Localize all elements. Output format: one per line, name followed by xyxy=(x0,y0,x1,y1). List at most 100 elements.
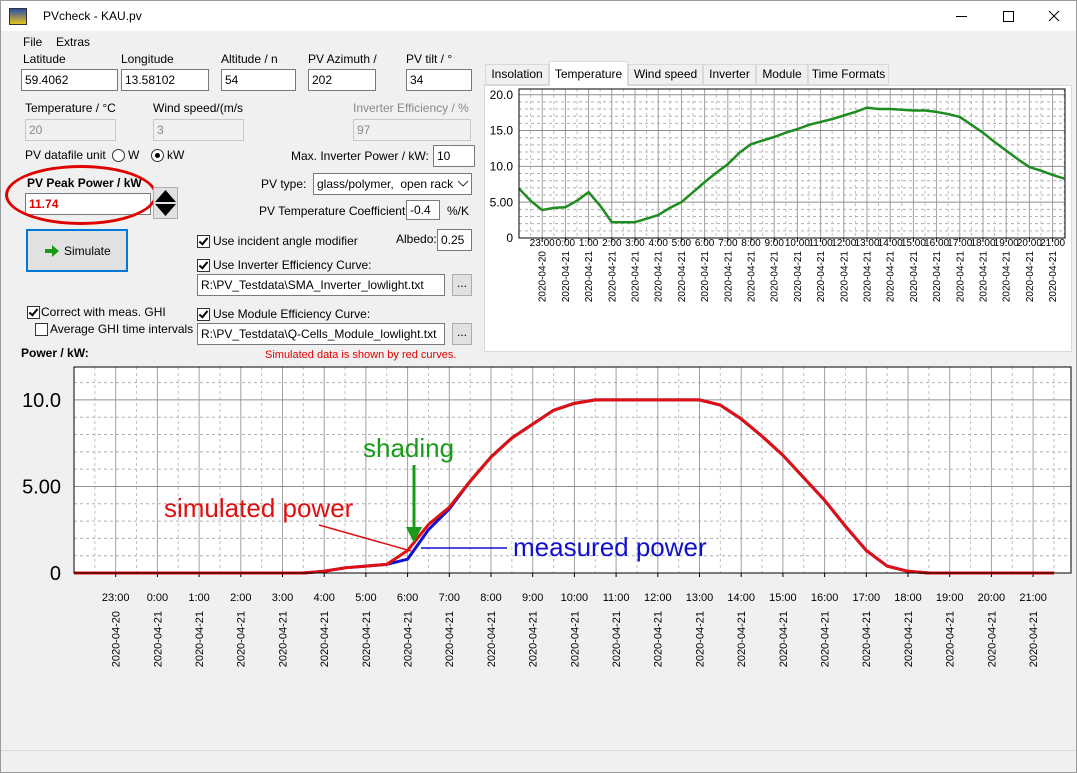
tab[interactable]: Inverter xyxy=(703,64,756,85)
radio-button[interactable] xyxy=(112,149,125,162)
x-tick-label: 0:00 xyxy=(147,592,168,604)
window-title: PVcheck - KAU.pv xyxy=(43,9,142,23)
x-tick-label: 15:00 xyxy=(901,238,926,249)
x-tick-label: 20:00 xyxy=(978,592,1006,604)
radio-label: kW xyxy=(167,148,185,162)
plot-background xyxy=(519,89,1065,238)
series-label-line xyxy=(318,524,412,552)
radio-button[interactable] xyxy=(151,149,164,162)
checkbox[interactable] xyxy=(197,259,210,272)
plot: 23:00 2020-04-20 0:00 2020-04-21 1:00 2020-04… xyxy=(490,88,1066,302)
tab[interactable]: Time Formats xyxy=(808,64,889,85)
menu-item[interactable]: Extras xyxy=(56,35,91,49)
x-date-label: 2020-04-21 xyxy=(677,251,688,303)
x-date-label: 2020-04-21 xyxy=(861,611,873,667)
spin-down[interactable] xyxy=(155,204,176,216)
x-date-label: 2020-04-21 xyxy=(700,251,711,303)
spin-button[interactable] xyxy=(153,187,178,219)
x-tick-label: 18:00 xyxy=(894,592,922,604)
text-input[interactable]: 54 xyxy=(221,69,296,91)
tab[interactable]: Module xyxy=(756,64,808,85)
x-tick-label: 8:00 xyxy=(741,238,761,249)
checkbox-label: Use incident angle modifier xyxy=(213,234,358,248)
maximize[interactable] xyxy=(1003,11,1014,22)
power-chart: 23:00 2020-04-20 0:00 2020-04-21 1:00 2020-04… xyxy=(22,366,1072,667)
text-input[interactable]: 202 xyxy=(308,69,376,91)
x-tick-label: 14:00 xyxy=(878,238,903,249)
x-date-label: 2020-04-21 xyxy=(584,251,595,303)
x-date-label: 2020-04-21 xyxy=(361,611,373,667)
text-input[interactable]: 10 xyxy=(433,145,475,167)
browse-button[interactable]: ... xyxy=(452,274,472,296)
x-tick-label: 16:00 xyxy=(924,238,949,249)
checkbox[interactable] xyxy=(27,306,40,319)
series-label: simulated power xyxy=(164,493,354,523)
tab[interactable]: Wind speed xyxy=(628,64,703,85)
x-date-label: 2020-04-21 xyxy=(863,251,874,303)
x-date-label: 2020-04-21 xyxy=(402,611,414,667)
spin-up[interactable] xyxy=(155,190,176,202)
dropdown[interactable]: glass/polymer, open rack xyxy=(313,173,472,195)
text-input[interactable]: 0.25 xyxy=(437,229,472,251)
y-tick-label: 5.00 xyxy=(22,476,61,498)
checkbox[interactable] xyxy=(197,308,210,321)
x-tick-label: 21:00 xyxy=(1019,592,1047,604)
close[interactable] xyxy=(1048,10,1060,22)
text-input[interactable]: 13.58102 xyxy=(121,69,209,91)
file-input[interactable]: R:\PV_Testdata\Q-Cells_Module_lowlight.t… xyxy=(197,323,445,345)
arrow-icon xyxy=(45,245,59,257)
plot: 23:00 2020-04-20 0:00 2020-04-21 1:00 2020-04… xyxy=(22,366,1072,667)
x-date-label: 2020-04-21 xyxy=(653,611,665,667)
y-tick-label: 20.0 xyxy=(490,88,514,102)
x-date-label: 2020-04-21 xyxy=(816,251,827,303)
x-date-label: 2020-04-21 xyxy=(945,611,957,667)
field-label: PV Temperature Coefficient: xyxy=(259,204,409,218)
x-date-label: 2020-04-21 xyxy=(236,611,248,667)
x-tick-label: 21:00 xyxy=(1040,238,1065,249)
chevron xyxy=(457,180,469,187)
x-tick-label: 18:00 xyxy=(970,238,995,249)
checkbox-label: Correct with meas. GHI xyxy=(41,305,166,319)
x-date-label: 2020-04-21 xyxy=(277,611,289,667)
checkbox[interactable] xyxy=(35,323,48,336)
field-label: PV Azimuth / xyxy=(308,52,377,66)
arrow xyxy=(45,245,59,257)
annotation: shading xyxy=(363,433,454,463)
field-label: Inverter Efficiency / % xyxy=(353,101,469,115)
x-date-label: 2020-04-21 xyxy=(886,251,897,303)
tab[interactable]: Temperature xyxy=(549,61,628,86)
x-date-label: 2020-04-21 xyxy=(770,251,781,303)
dropdown-arrow xyxy=(457,180,469,187)
x-date-label: 2020-04-21 xyxy=(631,251,642,303)
simulate-button[interactable]: Simulate xyxy=(26,229,128,272)
x-date-label: 2020-04-21 xyxy=(903,611,915,667)
x-tick-label: 13:00 xyxy=(686,592,714,604)
y-tick-label: 0 xyxy=(50,563,61,585)
x-date-label: 2020-04-21 xyxy=(819,611,831,667)
x-date-label: 2020-04-21 xyxy=(528,611,540,667)
browse-button[interactable]: ... xyxy=(452,323,472,345)
x-date-label: 2020-04-21 xyxy=(607,251,618,303)
menu-item[interactable]: File xyxy=(23,35,43,49)
x-date-label: 2020-04-21 xyxy=(1002,251,1013,303)
text-input[interactable]: 59.4062 xyxy=(21,69,118,91)
field-label: Latitude xyxy=(23,52,66,66)
highlight-ellipse xyxy=(5,165,157,225)
x-date-label: 2020-04-21 xyxy=(654,251,665,303)
field-label: Altitude / n xyxy=(221,52,278,66)
x-tick-label: 11:00 xyxy=(603,592,630,604)
chart-subtitle: Simulated data is shown by red curves. xyxy=(265,349,457,361)
checkbox[interactable] xyxy=(197,235,210,248)
window-controls[interactable] xyxy=(941,1,1076,31)
tab[interactable]: Insolation xyxy=(485,64,549,85)
x-tick-label: 6:00 xyxy=(397,592,418,604)
field-label: Wind speed/(m/s xyxy=(153,101,244,115)
x-tick-label: 7:00 xyxy=(439,592,460,604)
text-input[interactable]: 34 xyxy=(406,69,472,91)
y-tick-label: 0 xyxy=(506,231,513,245)
file-input[interactable]: R:\PV_Testdata\SMA_Inverter_lowlight.txt xyxy=(197,274,445,296)
y-tick-label: 10.0 xyxy=(22,390,61,412)
x-date-label: 2020-04-21 xyxy=(778,611,790,667)
text-input[interactable]: -0.4 xyxy=(406,200,440,220)
text-input: 97 xyxy=(353,119,471,141)
